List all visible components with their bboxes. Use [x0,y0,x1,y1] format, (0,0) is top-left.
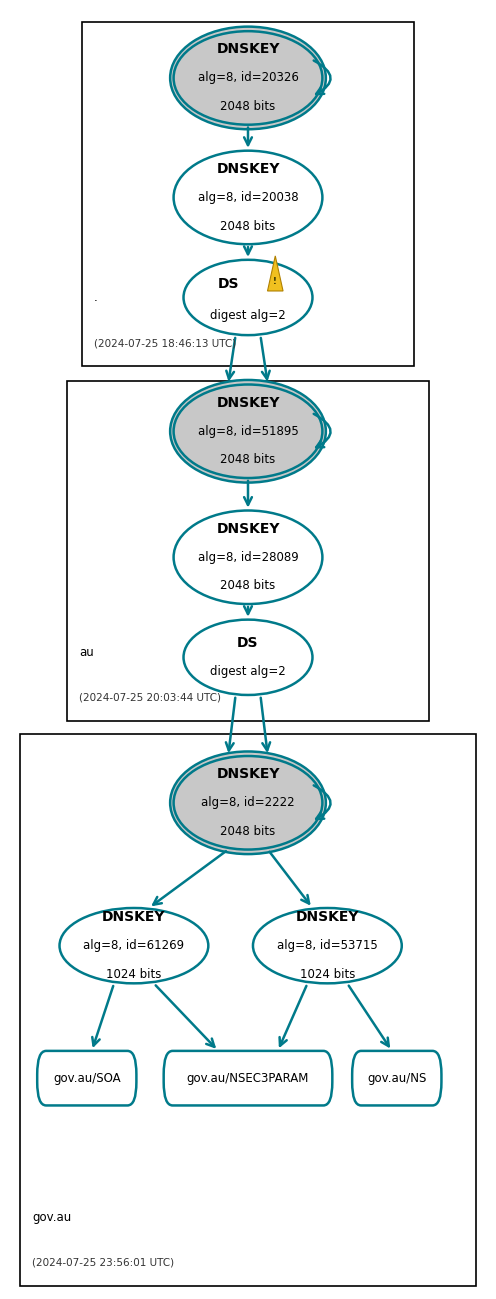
Text: (2024-07-25 20:03:44 UTC): (2024-07-25 20:03:44 UTC) [79,692,221,703]
Text: 2048 bits: 2048 bits [220,825,276,838]
Text: 2048 bits: 2048 bits [220,579,276,592]
Text: DS: DS [217,278,239,291]
Text: au: au [79,646,94,659]
FancyBboxPatch shape [164,1051,332,1105]
Text: 2048 bits: 2048 bits [220,453,276,466]
Text: .: . [94,291,98,304]
Text: DNSKEY: DNSKEY [216,768,280,781]
Text: gov.au: gov.au [32,1211,71,1224]
Polygon shape [267,256,283,291]
Ellipse shape [170,379,326,483]
Text: digest alg=2: digest alg=2 [210,665,286,678]
Text: DNSKEY: DNSKEY [296,911,359,924]
Ellipse shape [60,908,208,983]
Ellipse shape [174,385,322,478]
FancyBboxPatch shape [20,734,476,1286]
Text: 1024 bits: 1024 bits [106,968,162,981]
Text: gov.au/NSEC3PARAM: gov.au/NSEC3PARAM [187,1072,309,1085]
Text: !: ! [273,277,277,286]
Text: alg=8, id=28089: alg=8, id=28089 [197,551,299,564]
Text: (2024-07-25 23:56:01 UTC): (2024-07-25 23:56:01 UTC) [32,1257,175,1268]
Ellipse shape [184,620,312,695]
Text: DNSKEY: DNSKEY [102,911,166,924]
Text: DS: DS [237,637,259,650]
FancyBboxPatch shape [37,1051,136,1105]
Ellipse shape [170,27,326,130]
Text: DNSKEY: DNSKEY [216,43,280,56]
Text: alg=8, id=51895: alg=8, id=51895 [197,425,299,438]
Text: DNSKEY: DNSKEY [216,522,280,535]
Text: alg=8, id=53715: alg=8, id=53715 [277,939,378,952]
Text: 1024 bits: 1024 bits [300,968,355,981]
Text: alg=8, id=2222: alg=8, id=2222 [201,796,295,809]
Text: alg=8, id=20038: alg=8, id=20038 [198,191,298,204]
Ellipse shape [174,151,322,244]
Text: alg=8, id=61269: alg=8, id=61269 [83,939,185,952]
FancyBboxPatch shape [67,381,429,721]
Text: alg=8, id=20326: alg=8, id=20326 [197,71,299,84]
Text: digest alg=2: digest alg=2 [210,309,286,322]
Ellipse shape [184,260,312,335]
Text: DNSKEY: DNSKEY [216,162,280,175]
Ellipse shape [253,908,402,983]
Ellipse shape [174,756,322,850]
Ellipse shape [174,511,322,604]
Text: (2024-07-25 18:46:13 UTC): (2024-07-25 18:46:13 UTC) [94,338,237,348]
Text: DNSKEY: DNSKEY [216,396,280,409]
Ellipse shape [170,751,326,855]
Text: 2048 bits: 2048 bits [220,100,276,113]
Text: gov.au/SOA: gov.au/SOA [53,1072,121,1085]
Text: gov.au/NS: gov.au/NS [367,1072,427,1085]
FancyBboxPatch shape [352,1051,441,1105]
Text: 2048 bits: 2048 bits [220,220,276,233]
FancyBboxPatch shape [82,22,414,366]
Ellipse shape [174,31,322,125]
